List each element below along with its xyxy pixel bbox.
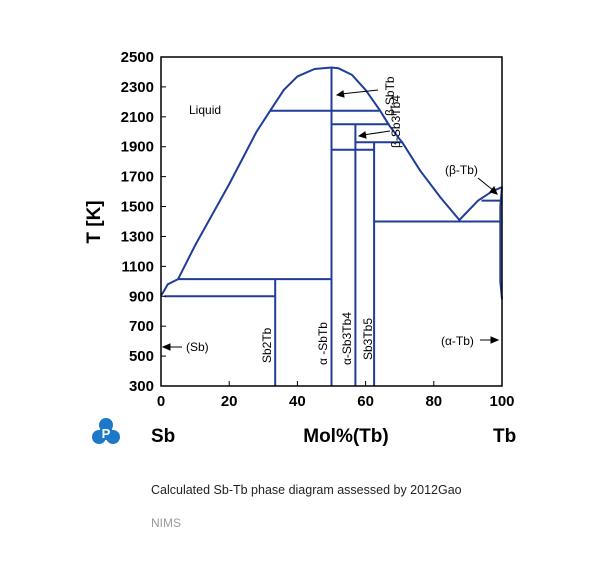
- label-sb-solid: (Sb): [186, 340, 209, 354]
- label-alpha-sbtb: α -SbTb: [316, 322, 330, 365]
- y-tick-label-0: 300: [129, 378, 154, 395]
- y-axis-title: T [K]: [84, 200, 105, 243]
- label-liquid: Liquid: [189, 103, 221, 117]
- y-tick-label-5: 1300: [121, 228, 154, 245]
- label-alpha-tb: (α-Tb): [441, 334, 474, 348]
- y-tick-label-3: 900: [129, 288, 154, 305]
- label-sb2tb: Sb2Tb: [260, 327, 274, 363]
- label-beta-sb3tb4: β-Sb3Tb4: [389, 95, 403, 148]
- plot-frame: [160, 56, 503, 387]
- x-tick-label-4: 80: [425, 393, 442, 410]
- y-tick-label-8: 1900: [121, 139, 154, 156]
- y-tick-label-10: 2300: [121, 79, 154, 96]
- x-axis-ticks: 0 20 40 60 80 100: [157, 381, 515, 410]
- liquidus-curve-0: [160, 66, 503, 297]
- label-beta-tb: (β-Tb): [445, 163, 478, 177]
- y-tick-label-6: 1500: [121, 199, 154, 216]
- pauling-file-logo-icon: P: [92, 418, 120, 444]
- x-tick-label-2: 40: [289, 393, 306, 410]
- left-element-label: Sb: [151, 426, 175, 447]
- y-axis-ticks: 300 500 700 900 1100 1300 1500 1700 1900 2100 2300…: [121, 49, 166, 395]
- svg-text:P: P: [102, 426, 111, 441]
- x-tick-label-5: 100: [489, 393, 514, 410]
- y-tick-label-11: 2500: [121, 49, 154, 66]
- y-tick-label-2: 700: [129, 318, 154, 335]
- label-beta-sbtb: β-SbTb: [383, 76, 397, 116]
- x-tick-label-0: 0: [157, 393, 165, 410]
- x-tick-label-1: 20: [221, 393, 238, 410]
- label-alpha-sb3tb4: α-Sb3Tb4: [340, 312, 354, 365]
- source-label: NIMS: [151, 516, 181, 530]
- y-tick-label-4: 1100: [121, 258, 154, 275]
- label-sb3tb5: Sb3Tb5: [361, 318, 375, 360]
- y-tick-label-1: 500: [129, 348, 154, 365]
- y-tick-label-9: 2100: [121, 109, 154, 126]
- label-arrows: [161, 89, 500, 351]
- right-element-label: Tb: [493, 426, 516, 447]
- phase-boundaries: [160, 66, 503, 386]
- x-tick-label-3: 60: [357, 393, 374, 410]
- figure-caption: Calculated Sb-Tb phase diagram assessed …: [151, 483, 462, 497]
- y-tick-label-7: 1700: [121, 169, 154, 186]
- x-axis-title: Mol%(Tb): [303, 426, 388, 447]
- liquidus-curve-1: [499, 187, 503, 300]
